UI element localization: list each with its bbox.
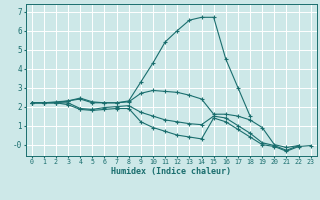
X-axis label: Humidex (Indice chaleur): Humidex (Indice chaleur): [111, 167, 231, 176]
